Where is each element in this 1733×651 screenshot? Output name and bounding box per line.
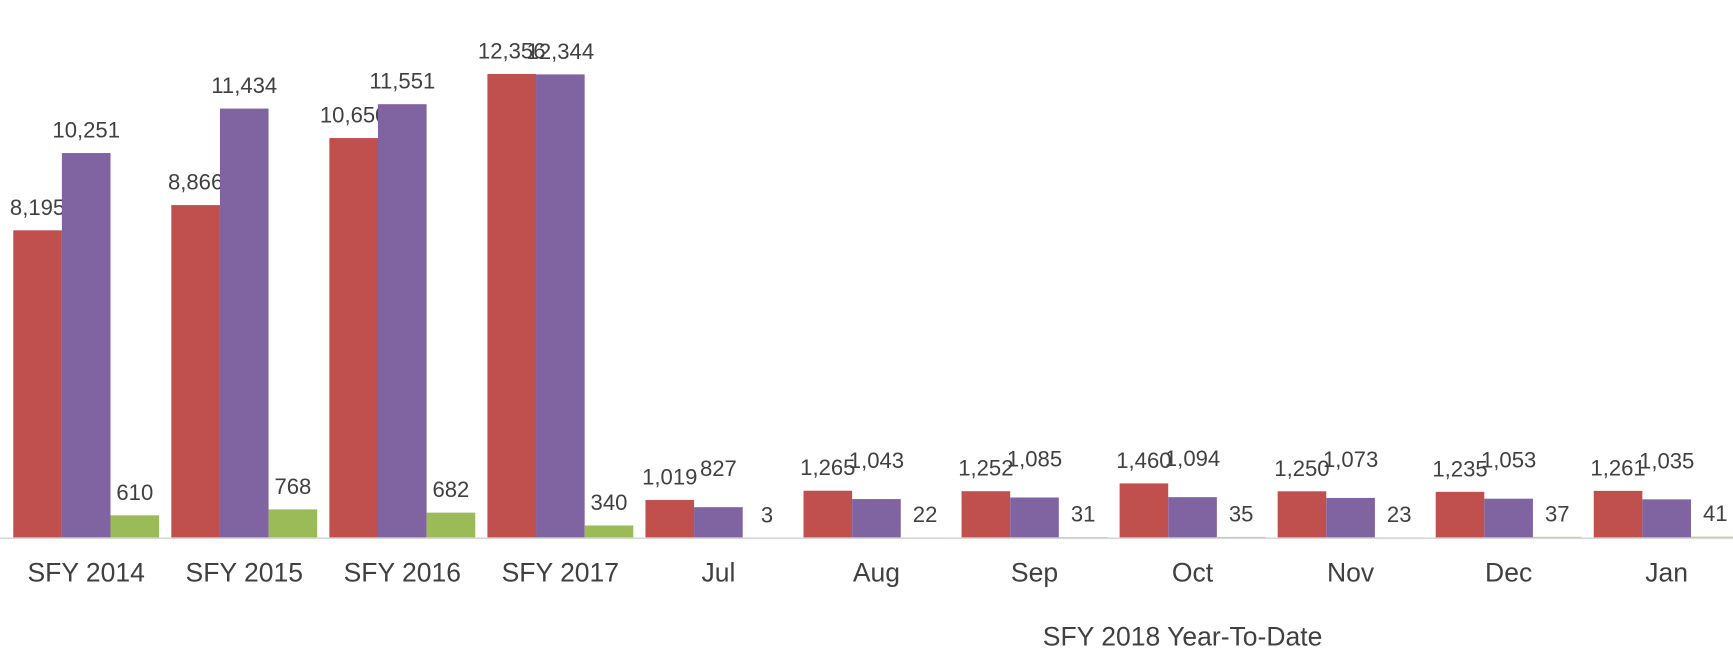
x-tick-label: Sep <box>1011 557 1058 587</box>
bar <box>1435 491 1485 539</box>
bar <box>487 73 537 539</box>
data-label: 1,085 <box>1007 447 1062 472</box>
x-tick-label: SFY 2015 <box>186 557 303 587</box>
data-label: 37 <box>1545 501 1570 526</box>
x-tick-label: Nov <box>1327 557 1375 587</box>
bar <box>268 509 318 539</box>
data-label: 340 <box>591 490 628 515</box>
bar <box>171 205 220 539</box>
data-label: 1,073 <box>1323 447 1378 472</box>
data-label: 11,434 <box>211 73 277 98</box>
data-label: 1,019 <box>642 464 697 489</box>
data-label: 35 <box>1229 501 1254 526</box>
data-label: 23 <box>1387 502 1412 527</box>
data-label: 11,551 <box>369 69 435 94</box>
bar <box>645 499 695 539</box>
bar <box>329 138 378 539</box>
bar <box>219 108 269 539</box>
data-label: 10,251 <box>52 118 120 143</box>
data-label: 1,261 <box>1590 455 1645 480</box>
bar <box>1010 497 1059 539</box>
bar <box>852 499 901 539</box>
bar <box>1642 499 1692 539</box>
group-label: SFY 2018 Year-To-Date <box>1043 621 1323 651</box>
data-label: 8,866 <box>168 170 223 195</box>
bar <box>377 104 427 539</box>
bar <box>694 507 743 539</box>
data-label: 1,235 <box>1432 456 1487 481</box>
data-label: 827 <box>700 456 737 481</box>
data-label: 1,043 <box>849 448 904 473</box>
data-label: 12,356 <box>478 38 546 63</box>
data-label: 3 <box>761 503 773 528</box>
x-tick-label: SFY 2016 <box>344 557 461 587</box>
data-label: 10,650 <box>320 103 388 128</box>
data-label: 768 <box>274 474 311 499</box>
bar <box>803 490 853 539</box>
x-tick-label: Dec <box>1485 557 1532 587</box>
x-tick-label: Jul <box>701 557 735 587</box>
data-label: 1,252 <box>958 456 1013 481</box>
x-tick-label: Jan <box>1645 557 1688 587</box>
data-label: 1,265 <box>800 455 855 480</box>
data-label: 682 <box>432 477 469 502</box>
data-label: 41 <box>1703 501 1728 526</box>
bar <box>1326 497 1375 539</box>
bar <box>961 491 1011 539</box>
data-label: 1,460 <box>1116 448 1171 473</box>
x-tick-label: SFY 2014 <box>27 557 144 587</box>
data-label: 1,250 <box>1274 456 1329 481</box>
data-label: 1,053 <box>1481 448 1536 473</box>
bar <box>1277 491 1327 539</box>
bar <box>61 153 111 539</box>
data-label: 1,094 <box>1165 446 1220 471</box>
bar <box>1119 483 1169 539</box>
data-label: 12,344 <box>527 39 595 64</box>
data-label: 22 <box>913 502 938 527</box>
data-label: 8,195 <box>10 195 65 220</box>
data-label: 1,035 <box>1639 448 1694 473</box>
bar <box>584 525 634 539</box>
bar <box>426 512 476 539</box>
bar <box>1593 490 1643 539</box>
bar <box>110 515 160 539</box>
x-tick-label: Oct <box>1172 557 1214 587</box>
data-label: 610 <box>116 480 153 505</box>
data-label: 31 <box>1071 502 1096 527</box>
x-tick-label: Aug <box>853 557 900 587</box>
bar <box>13 230 62 539</box>
bar <box>1484 498 1533 539</box>
bar <box>1168 497 1217 539</box>
bar <box>536 74 585 539</box>
x-tick-label: SFY 2017 <box>502 557 619 587</box>
